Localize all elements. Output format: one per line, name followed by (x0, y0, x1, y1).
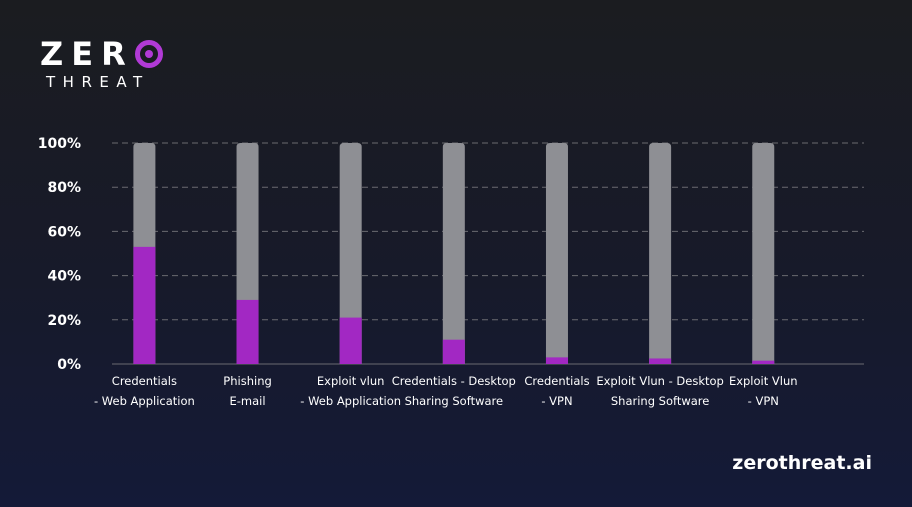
logo-wordmark: ZER (40, 38, 163, 70)
logo-word: ZER (40, 35, 134, 73)
footer-url[interactable]: zerothreat.ai (732, 452, 872, 474)
x-tick-label: Credentials (112, 374, 177, 388)
bar-track (339, 143, 362, 364)
x-tick-label: Exploit Vlun (729, 374, 798, 388)
bar (339, 317, 362, 364)
zerothreat-logo: ZER THREAT (40, 38, 163, 91)
y-tick-label: 60% (47, 224, 81, 240)
x-tick-label: E-mail (230, 394, 266, 408)
bar (649, 358, 672, 364)
x-tick-label: Credentials (524, 374, 589, 388)
y-tick-label: 100% (38, 136, 81, 152)
x-tick-label: - VPN (541, 394, 572, 408)
bar-track (752, 143, 775, 364)
x-tick-label: - Web Application (94, 394, 195, 408)
x-tick-label: Sharing Software (611, 394, 710, 408)
bar (442, 339, 465, 364)
x-tick-label: Credentials - Desktop (392, 374, 516, 388)
x-tick-label: Sharing Software (405, 394, 504, 408)
bar-track (545, 143, 568, 364)
bar-track (649, 143, 672, 364)
y-tick-label: 20% (47, 313, 81, 329)
x-tick-label: Exploit Vlun - Desktop (596, 374, 724, 388)
y-tick-label: 80% (47, 180, 81, 196)
logo-subtitle: THREAT (46, 73, 150, 91)
bar (133, 246, 156, 364)
y-tick-label: 40% (47, 269, 81, 285)
bar (236, 299, 259, 364)
logo-target-icon (134, 40, 163, 68)
y-tick-label: 0% (57, 357, 81, 373)
bar-track (442, 143, 465, 364)
x-tick-label: Exploit vlun (317, 374, 385, 388)
x-tick-label: - Web Application (300, 394, 401, 408)
bar (545, 357, 568, 364)
bar (752, 360, 775, 364)
x-tick-label: - VPN (748, 394, 779, 408)
x-tick-label: Phishing (223, 374, 271, 388)
